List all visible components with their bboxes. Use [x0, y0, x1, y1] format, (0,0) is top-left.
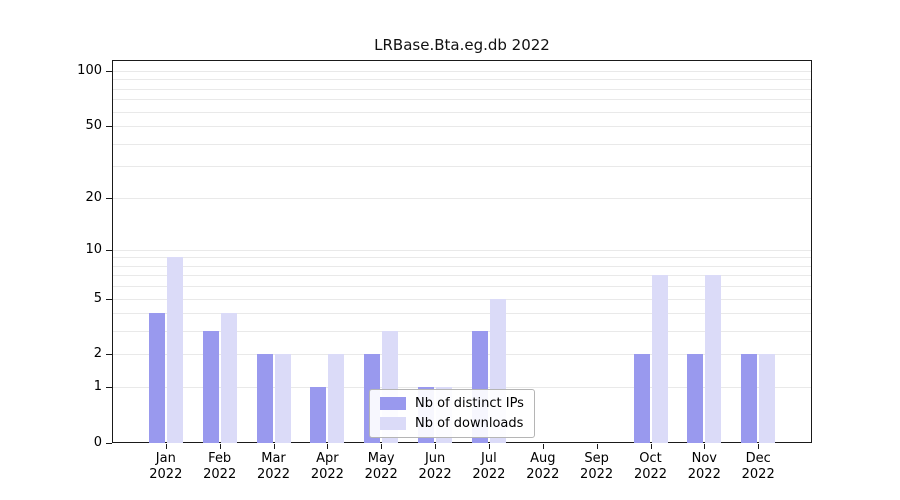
bar-distinct-ips-apr: [310, 387, 327, 443]
y-tick-label: 10: [85, 241, 102, 257]
x-tick-mark: [758, 444, 760, 449]
y-tick-label: 5: [93, 290, 102, 306]
bar-distinct-ips-jan: [148, 313, 165, 443]
bar-distinct-ips-mar: [256, 354, 273, 443]
gridline: [113, 71, 811, 72]
gridline: [113, 126, 811, 128]
bar-distinct-ips-nov: [687, 354, 704, 443]
x-tick-label: Oct 2022: [633, 451, 668, 482]
x-tick-mark: [596, 444, 598, 449]
x-tick-mark: [219, 444, 221, 449]
chart-title: LRBase.Bta.eg.db 2022: [374, 36, 550, 54]
legend-row: Nb of downloads: [380, 416, 524, 431]
x-tick-label: Sep 2022: [580, 451, 614, 482]
gridline: [113, 79, 811, 81]
gridline: [113, 257, 811, 259]
gridline: [113, 298, 811, 300]
x-tick-mark: [435, 444, 437, 449]
x-tick-label: Jul 2022: [472, 451, 506, 482]
y-tick-label: 50: [85, 118, 102, 134]
bar-downloads-apr: [328, 354, 345, 443]
y-tick-mark: [106, 71, 112, 72]
legend-label: Nb of downloads: [415, 416, 524, 431]
x-tick-label: Aug 2022: [526, 451, 560, 482]
gridline: [113, 99, 811, 101]
x-tick-label: Jan 2022: [149, 451, 183, 482]
legend: Nb of distinct IPs Nb of downloads: [369, 389, 535, 438]
x-tick-label: Jun 2022: [418, 451, 452, 482]
gridline: [113, 166, 811, 168]
x-tick-label: May 2022: [364, 451, 398, 482]
x-tick-label: Mar 2022: [256, 451, 291, 482]
gridline: [113, 143, 811, 145]
x-tick-mark: [542, 444, 544, 449]
bar-distinct-ips-feb: [202, 331, 219, 443]
y-tick-mark: [106, 443, 112, 444]
legend-row: Nb of distinct IPs: [380, 396, 524, 411]
legend-swatch: [380, 417, 406, 430]
bar-distinct-ips-oct: [633, 354, 650, 443]
y-tick-mark: [106, 126, 112, 128]
plot-border: [112, 60, 812, 443]
legend-swatch: [380, 397, 406, 410]
legend-label: Nb of distinct IPs: [415, 396, 524, 411]
x-tick-mark: [650, 444, 652, 449]
gridline: [113, 286, 811, 288]
y-tick-label: 100: [77, 63, 102, 78]
x-tick-mark: [165, 444, 167, 449]
y-tick-mark: [106, 197, 112, 199]
gridline: [113, 331, 811, 333]
y-tick-label: 0: [93, 435, 102, 450]
y-tick-mark: [106, 249, 112, 251]
gridline: [113, 197, 811, 199]
gridline: [113, 354, 811, 356]
gridline: [113, 313, 811, 315]
bar-downloads-feb: [220, 313, 237, 443]
x-tick-mark: [704, 444, 706, 449]
gridline: [113, 88, 811, 90]
x-tick-label: Dec 2022: [741, 451, 775, 482]
x-tick-label: Nov 2022: [687, 451, 721, 482]
x-tick-label: Feb 2022: [203, 451, 237, 482]
x-tick-mark: [381, 444, 383, 449]
y-tick-label: 20: [85, 189, 102, 205]
y-tick-mark: [106, 298, 112, 300]
bar-downloads-mar: [274, 354, 291, 443]
gridline: [113, 249, 811, 251]
y-tick-label: 2: [93, 346, 102, 362]
x-tick-mark: [488, 444, 490, 449]
bar-downloads-nov: [705, 275, 722, 443]
gridline: [113, 265, 811, 267]
x-tick-mark: [327, 444, 329, 449]
bar-distinct-ips-dec: [741, 354, 758, 443]
gridline: [113, 275, 811, 277]
x-tick-label: Apr 2022: [310, 451, 344, 482]
bar-downloads-jan: [166, 257, 183, 443]
y-tick-label: 1: [93, 379, 102, 395]
y-tick-mark: [106, 354, 112, 356]
bar-downloads-dec: [759, 354, 776, 443]
y-tick-mark: [106, 387, 112, 389]
x-tick-mark: [273, 444, 275, 449]
bar-downloads-oct: [651, 275, 668, 443]
gridline: [113, 387, 811, 389]
gridline: [113, 111, 811, 113]
